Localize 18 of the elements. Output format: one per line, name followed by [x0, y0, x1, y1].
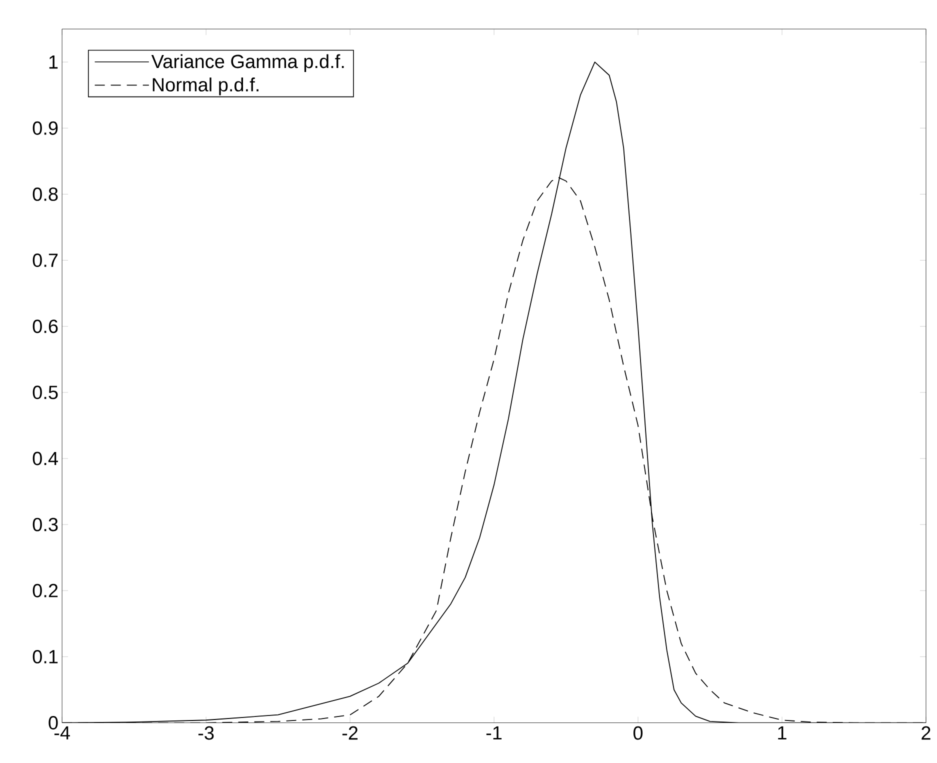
y-tick-label: 0.6 [32, 320, 58, 334]
x-tick-label: -2 [342, 726, 358, 740]
x-tick-label: 2 [922, 726, 930, 740]
y-tick-label: 0.7 [32, 254, 58, 268]
legend-label: Variance Gamma p.d.f. [151, 54, 344, 72]
y-tick-label: 1 [49, 56, 58, 69]
x-tick-label: -3 [198, 726, 214, 740]
y-tick-label: 0.9 [32, 121, 58, 135]
x-tick-label: -1 [486, 726, 502, 740]
legend-label: Normal p.d.f. [152, 78, 258, 96]
y-tick-label: 0.3 [32, 518, 58, 532]
y-tick-label: 0.8 [32, 188, 58, 202]
x-tick-label: 1 [778, 726, 786, 740]
x-tick-label: 0 [633, 726, 643, 740]
y-tick-label: 0.5 [32, 386, 58, 400]
y-tick-label: 0.4 [32, 452, 58, 466]
y-tick-label: 0.2 [32, 584, 58, 598]
y-tick-label: 0.1 [32, 650, 58, 664]
